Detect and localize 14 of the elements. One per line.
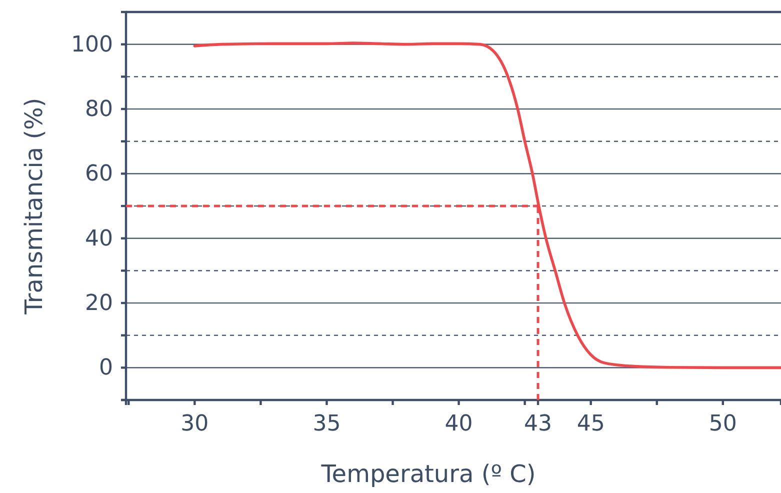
x-tick-label: 43 (524, 412, 552, 437)
x-tick-label: 30 (180, 412, 209, 437)
y-tick-label: 100 (71, 32, 113, 58)
x-tick-label: 40 (444, 412, 473, 437)
x-tick-label: 35 (312, 412, 341, 437)
y-tick-label: 20 (85, 291, 113, 316)
x-axis-title: Temperatura (º C) (320, 460, 536, 488)
x-tick-label: 50 (708, 412, 737, 437)
y-tick-label: 40 (85, 226, 113, 252)
y-axis-title: Transmitancia (%) (20, 98, 48, 316)
y-tick-label: 80 (85, 97, 113, 122)
y-tick-label: 60 (85, 162, 113, 187)
x-tick-label: 45 (576, 412, 605, 437)
y-tick-label: 0 (99, 356, 113, 381)
